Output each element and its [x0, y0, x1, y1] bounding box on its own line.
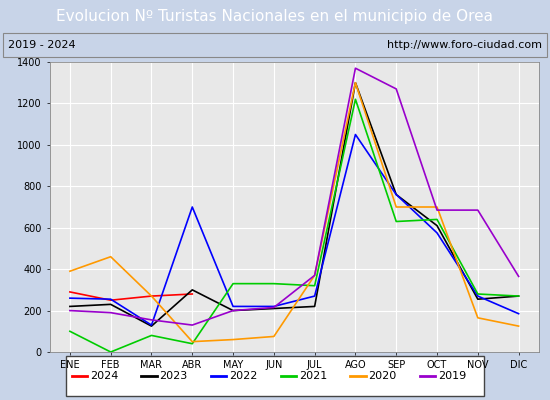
- Text: 2019 - 2024: 2019 - 2024: [8, 40, 76, 50]
- Text: 2024: 2024: [90, 371, 118, 381]
- Text: http://www.foro-ciudad.com: http://www.foro-ciudad.com: [387, 40, 542, 50]
- Text: 2021: 2021: [299, 371, 327, 381]
- Text: 2023: 2023: [160, 371, 188, 381]
- Text: 2019: 2019: [438, 371, 466, 381]
- Text: Evolucion Nº Turistas Nacionales en el municipio de Orea: Evolucion Nº Turistas Nacionales en el m…: [57, 8, 493, 24]
- Text: 2020: 2020: [368, 371, 397, 381]
- Text: 2022: 2022: [229, 371, 257, 381]
